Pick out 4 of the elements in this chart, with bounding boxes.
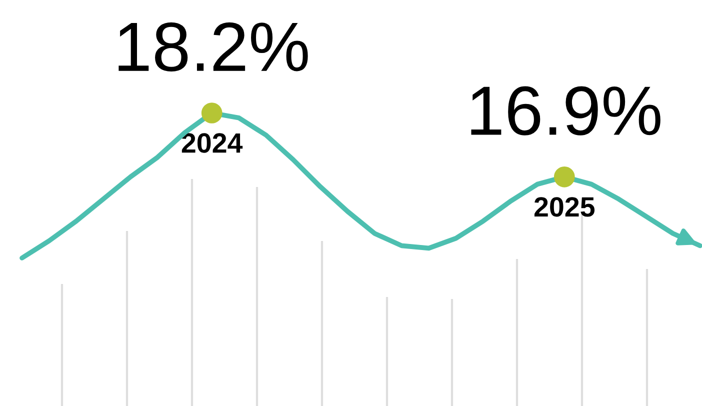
x-tick-label: 2025 xyxy=(534,197,595,217)
data-label: 16.9% xyxy=(471,86,660,136)
data-label: 18.2% xyxy=(118,22,308,72)
x-tick-label: 2024 xyxy=(182,133,243,153)
